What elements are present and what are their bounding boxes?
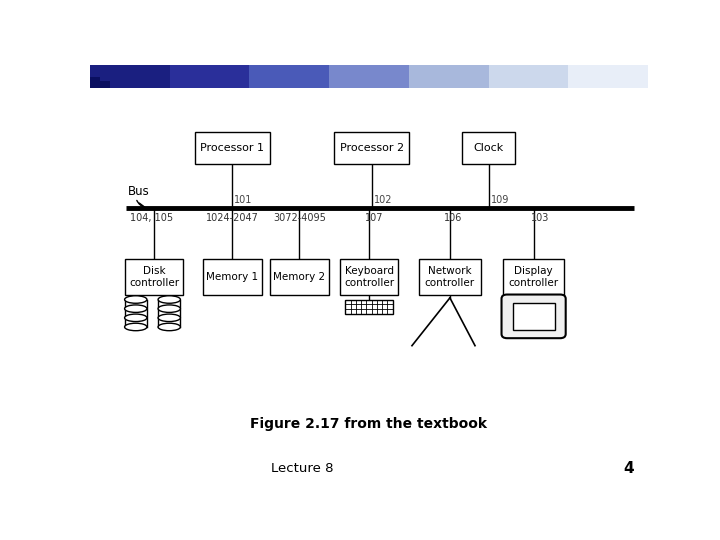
Text: Memory 1: Memory 1 [206,272,258,282]
Bar [170,65,249,87]
Text: Memory 2: Memory 2 [273,272,325,282]
Text: 104, 105: 104, 105 [130,213,174,223]
Ellipse shape [125,314,147,321]
Bar [340,259,398,294]
Text: Processor 2: Processor 2 [340,143,404,153]
Ellipse shape [158,314,181,321]
Bar [568,65,648,87]
Bar [409,65,489,87]
Ellipse shape [125,305,147,313]
Bar [90,77,100,87]
Text: Figure 2.17 from the textbook: Figure 2.17 from the textbook [251,417,487,431]
Bar [270,259,328,294]
Bar [249,65,329,87]
Bar [158,300,181,327]
Bar [489,65,568,87]
Text: Disk
controller: Disk controller [129,266,179,288]
Text: 109: 109 [490,195,509,205]
Ellipse shape [125,323,147,330]
Bar [334,132,410,164]
Bar [100,81,110,87]
Bar [462,132,516,164]
Text: 103: 103 [531,213,549,223]
FancyBboxPatch shape [502,294,566,338]
Text: Processor 1: Processor 1 [200,143,264,153]
Text: 106: 106 [444,213,462,223]
Ellipse shape [125,296,147,303]
Bar [125,259,184,294]
Ellipse shape [158,323,181,330]
Bar [513,303,554,330]
Text: Clock: Clock [474,143,504,153]
Text: Lecture 8: Lecture 8 [271,462,333,475]
Bar [329,65,409,87]
Bar [203,259,261,294]
Text: 4: 4 [624,462,634,476]
Text: 102: 102 [374,195,392,205]
Ellipse shape [158,305,181,313]
Text: Bus: Bus [128,185,150,198]
Text: Network
controller: Network controller [425,266,475,288]
Text: 1024-2047: 1024-2047 [206,213,259,223]
Text: 107: 107 [364,213,383,223]
Bar [419,259,481,294]
Bar [125,300,147,327]
Bar [194,132,270,164]
Text: 101: 101 [234,195,252,205]
Bar [90,65,170,87]
Text: 3072-4095: 3072-4095 [273,213,326,223]
Ellipse shape [158,296,181,303]
Text: Display
controller: Display controller [508,266,559,288]
Bar [346,300,392,314]
Text: Keyboard
controller: Keyboard controller [344,266,394,288]
Bar [503,259,564,294]
